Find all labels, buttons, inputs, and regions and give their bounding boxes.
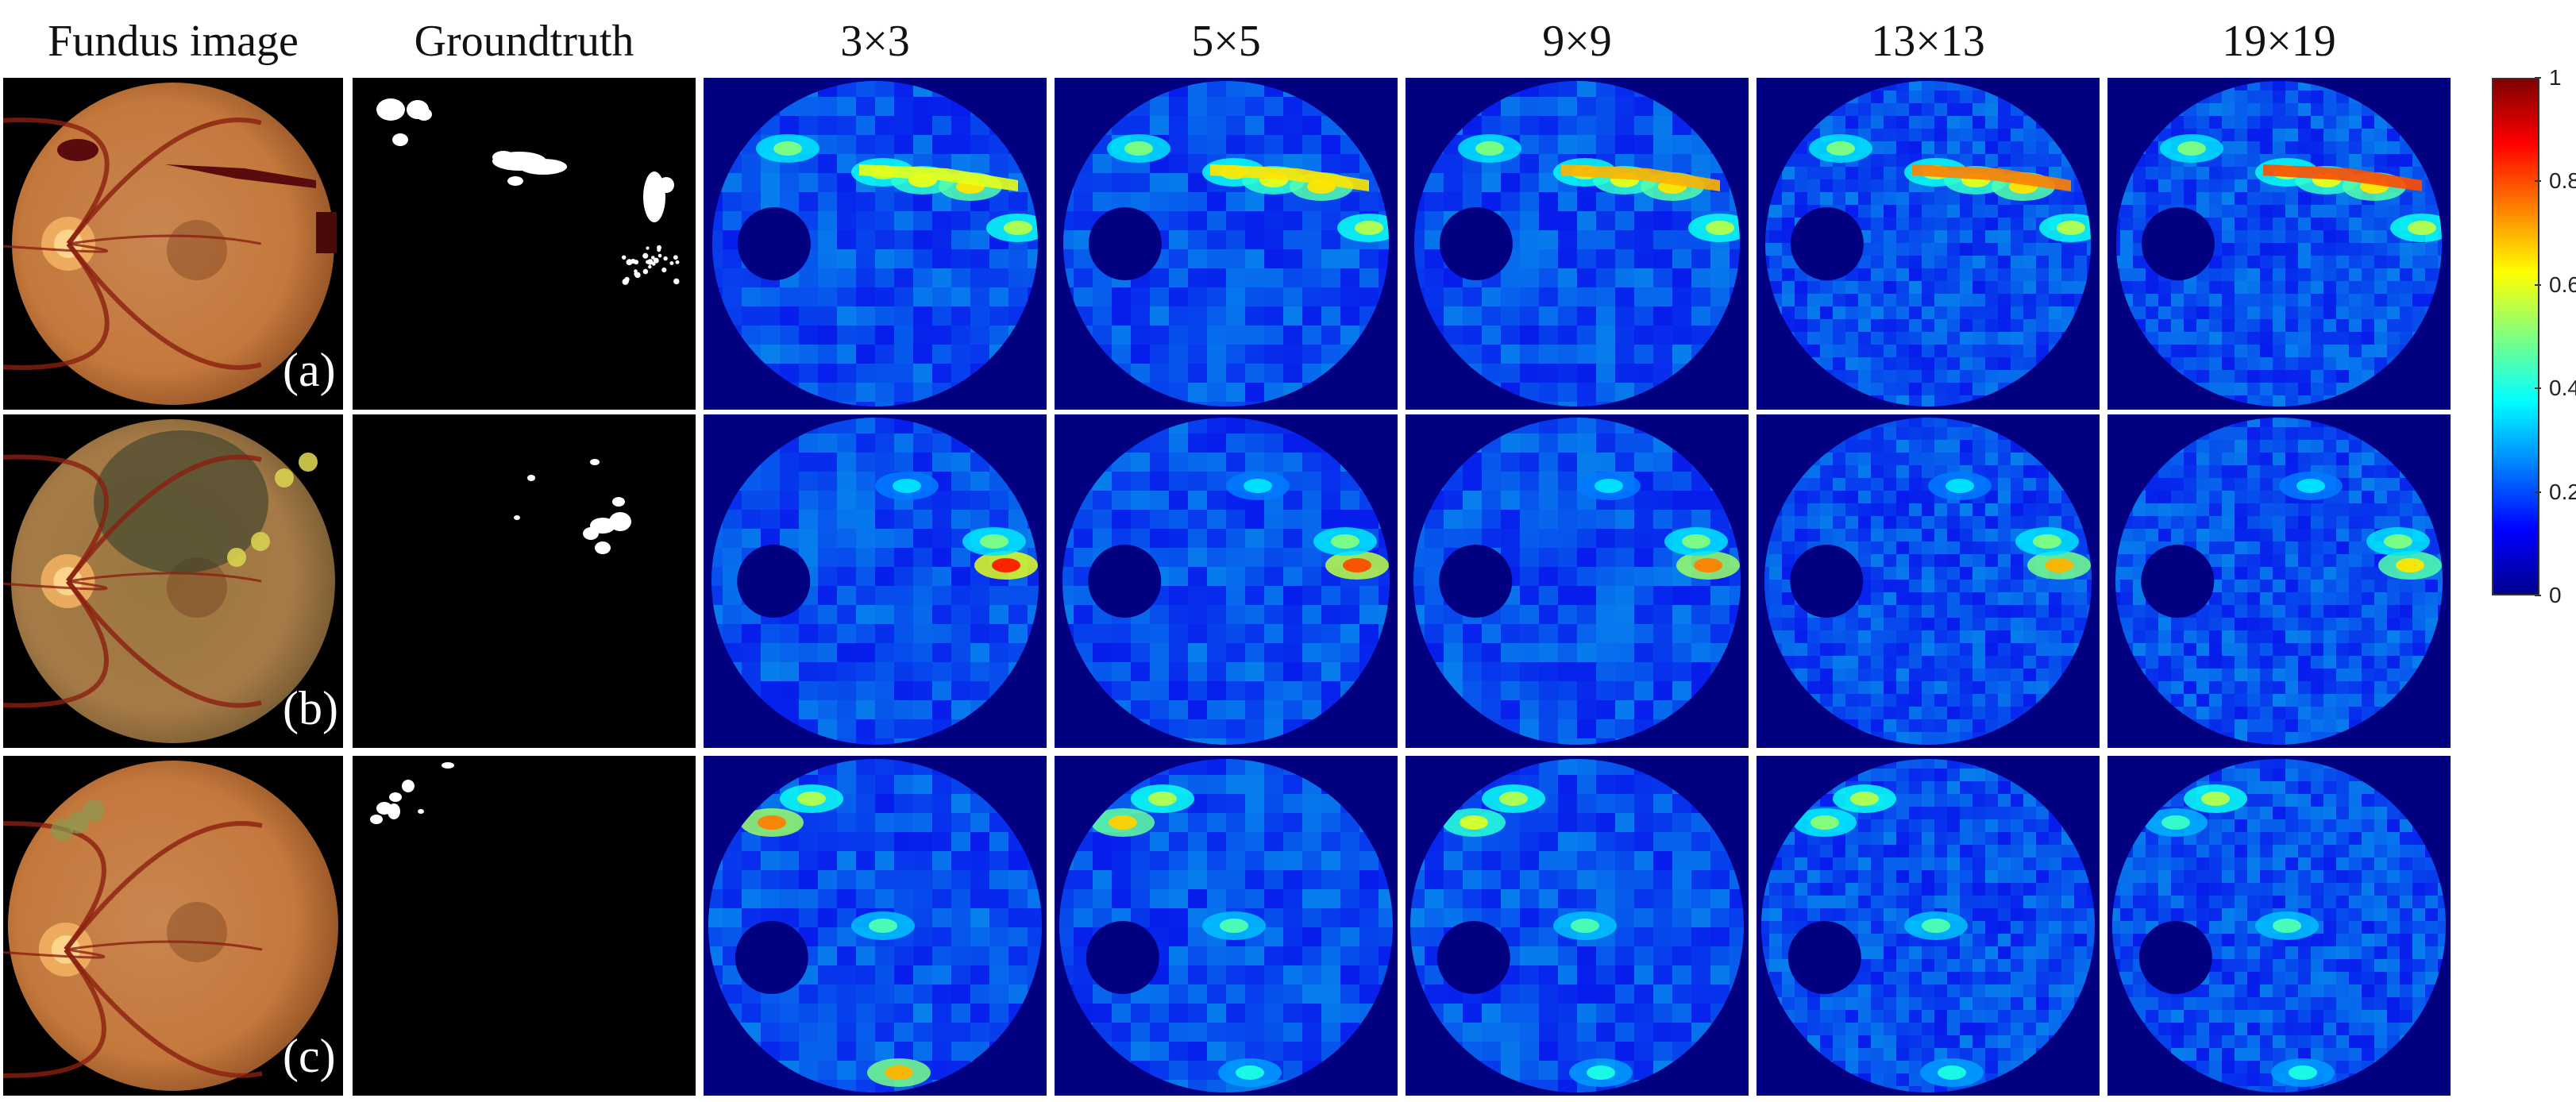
colorbar-tick-label-0: 1: [2549, 65, 2562, 90]
column-header-0: Fundus image: [48, 17, 299, 66]
row-label-2: (b): [283, 682, 338, 734]
heatmap-row-3-col-6: [2107, 756, 2451, 1096]
heatmap-row-3-col-2: [704, 756, 1047, 1096]
heatmap-row-3-col-4: [1406, 756, 1749, 1096]
column-header-2: 3×3: [840, 17, 910, 66]
row-label-3: (c): [283, 1030, 336, 1082]
colorbar-tick-label-3: 0.4: [2549, 376, 2576, 401]
fundus-image-row-1: [3, 78, 343, 410]
heatmap-row-3-col-3: [1055, 756, 1398, 1096]
colorbar-tick-mark-0: [2535, 77, 2541, 79]
colorbar-tick-label-1: 0.8: [2549, 168, 2576, 194]
column-header-6: 19×19: [2222, 17, 2336, 66]
heatmap-row-2-col-5: [1757, 414, 2100, 748]
colorbar-tick-mark-3: [2535, 387, 2541, 390]
colorbar-tick-mark-2: [2535, 283, 2541, 286]
heatmap-row-2-col-6: [2107, 414, 2451, 748]
column-header-5: 13×13: [1871, 17, 1985, 66]
row-label-1: (a): [283, 344, 336, 396]
heatmap-row-1-col-6: [2107, 78, 2451, 410]
column-header-3: 5×5: [1191, 17, 1261, 66]
colorbar: [2492, 78, 2539, 595]
heatmap-row-1-col-4: [1406, 78, 1749, 410]
colorbar-tick-label-5: 0: [2549, 583, 2562, 607]
fundus-image-row-2: [3, 414, 343, 748]
colorbar-tick-mark-4: [2535, 491, 2541, 493]
colorbar-tick-label-2: 0.6: [2549, 272, 2576, 297]
heatmap-row-1-col-3: [1055, 78, 1398, 410]
colorbar-tick-mark-1: [2535, 180, 2541, 183]
column-header-1: Groundtruth: [414, 17, 634, 66]
colorbar-tick-label-4: 0.2: [2549, 479, 2576, 504]
heatmap-row-2-col-2: [704, 414, 1047, 748]
groundtruth-mask-row-2: [353, 414, 696, 748]
heatmap-row-2-col-3: [1055, 414, 1398, 748]
groundtruth-mask-row-3: [353, 756, 696, 1096]
heatmap-row-3-col-5: [1757, 756, 2100, 1096]
colorbar-tick-mark-5: [2535, 595, 2541, 596]
groundtruth-mask-row-1: [353, 78, 696, 410]
heatmap-row-2-col-4: [1406, 414, 1749, 748]
column-header-4: 9×9: [1542, 17, 1612, 66]
heatmap-row-1-col-2: [704, 78, 1047, 410]
fundus-image-row-3: [3, 756, 343, 1096]
heatmap-row-1-col-5: [1757, 78, 2100, 410]
